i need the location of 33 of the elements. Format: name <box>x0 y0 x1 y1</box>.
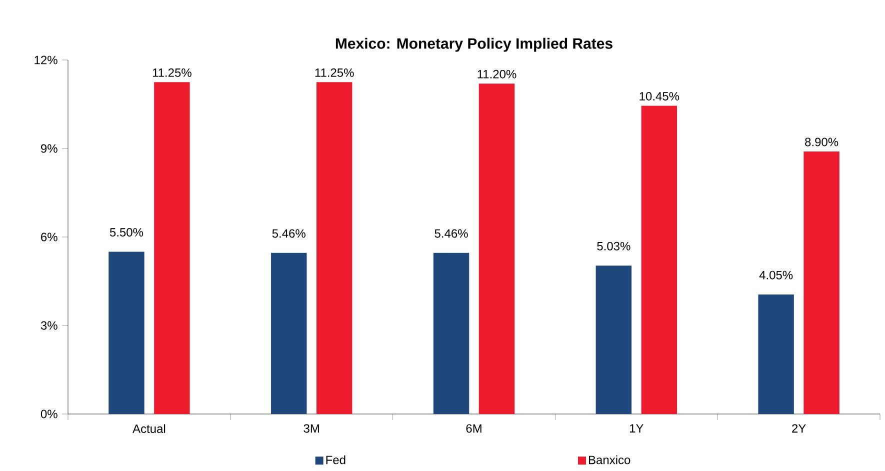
bar <box>478 84 515 414</box>
y-tick-label: 12% <box>34 56 58 64</box>
data-label: 11.25% <box>315 68 354 77</box>
y-tick-label: 0% <box>40 410 58 418</box>
data-label: 11.25% <box>152 68 192 77</box>
bar <box>316 82 352 414</box>
data-label: 11.20% <box>478 70 516 78</box>
legend-label: Fed <box>326 455 346 464</box>
data-label: 5.03% <box>597 242 630 250</box>
data-label: 5.50% <box>110 228 144 237</box>
data-label: 10.45% <box>640 92 680 101</box>
x-tick-label: 6M <box>466 424 482 433</box>
x-tick-label: 1Y <box>630 424 644 432</box>
data-label: 4.05% <box>759 270 793 280</box>
bar <box>641 106 678 414</box>
bar <box>596 266 632 414</box>
chart-title: Mexico: Monetary Policy Implied Rates <box>336 38 612 52</box>
x-tick-label: Actual <box>132 424 166 434</box>
data-label: 5.46% <box>272 229 306 238</box>
y-tick-label: 9% <box>41 144 58 153</box>
x-tick-label: 3M <box>304 424 319 433</box>
data-label: 5.46% <box>434 229 468 238</box>
y-tick-label: 6% <box>41 232 58 242</box>
data-label: 8.90% <box>805 138 838 146</box>
bar <box>271 252 307 414</box>
bar <box>804 151 840 414</box>
legend-label: Banxico <box>588 455 630 464</box>
bar <box>758 294 794 414</box>
bar <box>108 252 144 414</box>
x-tick-label: 2Y <box>792 424 806 433</box>
y-tick-label: 3% <box>40 321 58 330</box>
bar <box>154 82 190 414</box>
bar <box>433 252 470 414</box>
